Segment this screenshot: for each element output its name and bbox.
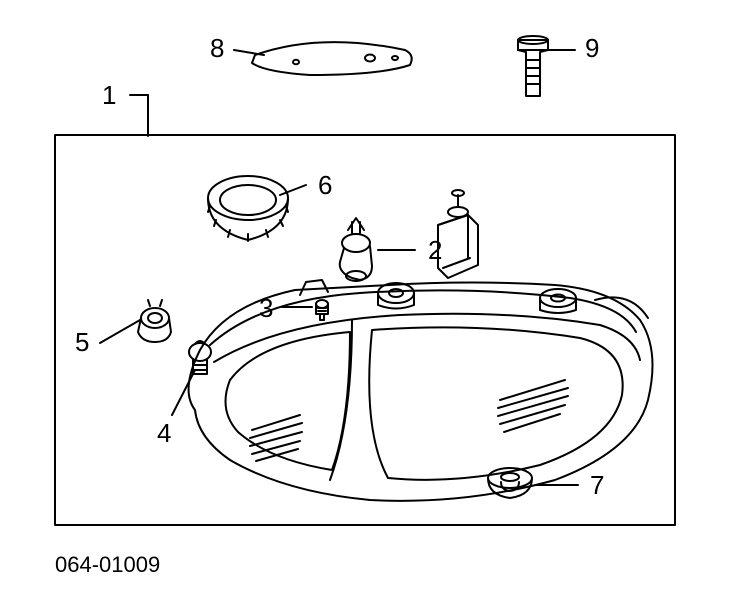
callout-4: 4	[157, 418, 171, 449]
callout-5: 5	[75, 327, 89, 358]
callout-8: 8	[210, 33, 224, 64]
callout-2: 2	[428, 235, 442, 266]
diagram-id: 064-01009	[55, 552, 160, 578]
callout-3: 3	[259, 293, 273, 324]
callout-9: 9	[585, 33, 599, 64]
callout-1: 1	[102, 80, 116, 111]
callout-7: 7	[590, 470, 604, 501]
callout-6: 6	[318, 170, 332, 201]
diagram-canvas: 1 2 3 4 5 6 7 8 9 064-01009	[0, 0, 731, 600]
